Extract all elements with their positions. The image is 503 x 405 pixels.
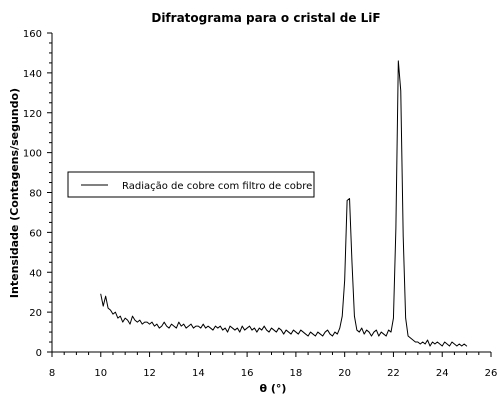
- x-tick-label: 10: [94, 368, 107, 379]
- y-tick-label: 20: [29, 308, 42, 319]
- x-tick-label: 16: [241, 368, 254, 379]
- x-tick-label: 22: [387, 368, 400, 379]
- y-tick-label: 40: [29, 268, 42, 279]
- x-tick-label: 24: [436, 368, 449, 379]
- y-ticks: 0 20 40 60 80 100 120 140 160: [23, 29, 52, 359]
- x-tick-label: 8: [49, 368, 55, 379]
- plot-area: 8 10 12 14 16 18 20 22 24 26 0 20 40 60 80 100 120 140 16…: [23, 29, 497, 379]
- series-line: [100, 60, 468, 347]
- y-tick-label: 80: [29, 189, 42, 200]
- series-layer: [100, 60, 468, 347]
- x-tick-label: 18: [290, 368, 303, 379]
- y-tick-label: 100: [23, 149, 42, 160]
- y-tick-label: 60: [29, 228, 42, 239]
- legend-box: [67, 171, 315, 198]
- x-tick-label: 12: [143, 368, 156, 379]
- y-tick-label: 120: [23, 109, 42, 120]
- y-tick-label: 0: [36, 348, 42, 359]
- legend-label: Radiação de cobre com filtro de cobre: [122, 181, 312, 192]
- legend: Radiação de cobre com filtro de cobre: [67, 171, 315, 198]
- chart-title: Difratograma para o cristal de LiF: [151, 11, 380, 25]
- y-tick-label: 160: [23, 29, 42, 40]
- x-tick-label: 14: [192, 368, 205, 379]
- y-axis-title: Intensidade (Contagens/segundo): [8, 88, 21, 298]
- x-tick-label: 26: [485, 368, 498, 379]
- x-ticks: 8 10 12 14 16 18 20 22 24 26: [49, 352, 498, 379]
- x-axis-title: θ (°): [260, 382, 287, 395]
- x-tick-label: 20: [338, 368, 351, 379]
- y-tick-label: 140: [23, 69, 42, 80]
